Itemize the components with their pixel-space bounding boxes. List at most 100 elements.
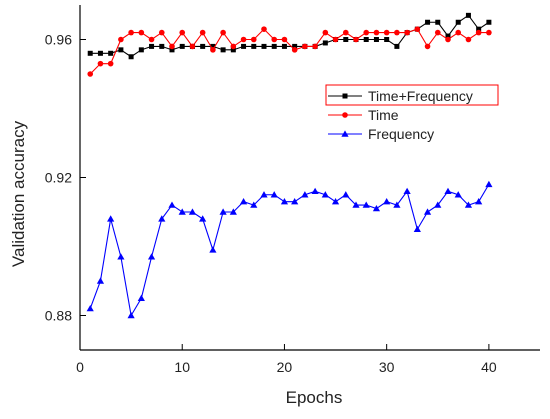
data-point <box>331 198 340 205</box>
data-point <box>220 29 226 36</box>
data-point <box>168 201 176 208</box>
data-point <box>230 43 237 50</box>
data-point <box>384 37 390 42</box>
x-tick-label: 40 <box>481 359 497 375</box>
data-point <box>454 191 462 198</box>
data-point <box>138 29 145 36</box>
data-point <box>97 50 103 56</box>
x-tick-label: 10 <box>174 359 190 375</box>
data-point <box>199 215 207 222</box>
data-point <box>403 187 411 194</box>
data-point <box>118 36 124 43</box>
data-point <box>434 29 441 36</box>
data-point <box>86 305 94 312</box>
data-point <box>251 43 257 49</box>
data-point <box>292 43 298 49</box>
data-point <box>96 277 105 284</box>
data-point <box>250 201 258 208</box>
x-tick-label: 20 <box>277 359 293 375</box>
data-point <box>117 253 125 260</box>
data-point <box>188 208 197 215</box>
data-point <box>363 37 369 42</box>
data-point <box>393 201 401 208</box>
legend-marker <box>342 112 348 118</box>
data-point <box>464 201 473 208</box>
data-point <box>465 36 472 43</box>
data-point <box>342 191 350 198</box>
data-point <box>322 29 329 36</box>
legend-label: Time+Frequency <box>368 88 473 104</box>
data-point <box>261 43 267 49</box>
data-point <box>394 43 400 49</box>
data-point <box>107 215 115 222</box>
data-point <box>220 47 226 53</box>
data-point <box>332 36 339 43</box>
y-axis-title: Validation accuracy <box>9 120 28 267</box>
data-point <box>413 225 421 232</box>
legend-label: Frequency <box>368 126 434 142</box>
data-point <box>178 208 186 215</box>
data-point <box>321 191 329 198</box>
data-point <box>404 29 410 36</box>
data-point <box>476 26 482 32</box>
series-line <box>89 28 489 75</box>
data-point <box>353 36 359 43</box>
data-point <box>465 12 471 18</box>
plot-frame <box>79 5 540 351</box>
x-tick-label: 30 <box>379 359 395 375</box>
data-point <box>87 71 94 77</box>
data-point <box>383 29 390 36</box>
data-point <box>241 43 247 49</box>
series-layer <box>86 12 493 319</box>
data-point <box>414 26 421 32</box>
data-point <box>229 208 237 215</box>
y-tick-label: 0.88 <box>45 308 72 324</box>
data-point <box>322 40 328 46</box>
data-point <box>87 50 93 56</box>
data-point <box>435 19 441 25</box>
data-point <box>352 201 360 208</box>
data-point <box>444 187 452 194</box>
data-point <box>138 47 144 53</box>
data-point <box>179 29 186 36</box>
data-point <box>189 43 196 50</box>
data-point <box>127 311 135 319</box>
data-point <box>291 198 299 205</box>
data-point <box>240 36 247 43</box>
data-point <box>158 29 165 36</box>
data-point <box>455 19 461 25</box>
data-point <box>148 36 155 43</box>
series-time <box>87 26 492 77</box>
data-point <box>118 47 124 53</box>
series-time-frequency <box>87 12 492 60</box>
data-point <box>434 201 442 208</box>
data-point <box>137 294 145 301</box>
data-point <box>250 36 257 43</box>
data-point <box>219 208 227 215</box>
x-tick-label: 0 <box>76 359 84 375</box>
data-point <box>281 43 287 49</box>
data-point <box>424 43 431 50</box>
data-point <box>199 29 206 36</box>
data-point <box>423 208 432 215</box>
data-point <box>363 29 370 36</box>
legend-highlight-box <box>325 84 499 106</box>
data-point <box>372 204 381 212</box>
legend-marker <box>342 93 348 99</box>
data-point <box>280 198 289 205</box>
data-point <box>475 198 483 205</box>
data-point <box>373 29 380 36</box>
data-point <box>373 37 379 42</box>
y-tick-label: 0.92 <box>45 170 72 186</box>
data-point <box>97 60 104 67</box>
data-point <box>210 43 216 49</box>
data-point <box>343 37 349 42</box>
data-point <box>301 191 309 198</box>
data-point <box>302 43 308 50</box>
data-point <box>260 191 268 198</box>
data-point <box>107 60 114 67</box>
legend-label: Time <box>368 107 399 123</box>
data-point <box>312 43 318 50</box>
data-point <box>475 29 482 36</box>
